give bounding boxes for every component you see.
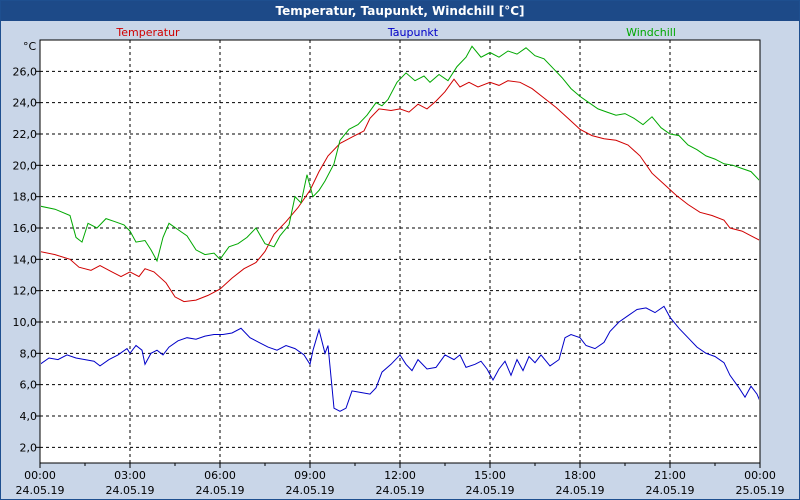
x-tick-time: 03:00 xyxy=(114,469,146,482)
x-tick-time: 06:00 xyxy=(204,469,236,482)
legend-item-taupunkt: Taupunkt xyxy=(387,26,439,39)
x-tick-date: 24.05.19 xyxy=(106,484,155,497)
x-tick-date: 24.05.19 xyxy=(196,484,245,497)
x-tick-time: 00:00 xyxy=(24,469,56,482)
y-tick-label: 22,0 xyxy=(13,128,38,141)
y-tick-label: 6,0 xyxy=(20,379,38,392)
x-tick-date: 24.05.19 xyxy=(556,484,605,497)
x-tick-time: 21:00 xyxy=(654,469,686,482)
x-tick-time: 12:00 xyxy=(384,469,416,482)
y-tick-label: 14,0 xyxy=(13,253,38,266)
x-tick-time: 00:00 xyxy=(744,469,776,482)
x-axis-ticks: 00:00 24.05.19 03:00 24.05.19 06:00 24.05.19 0… xyxy=(16,463,785,497)
grid-lines xyxy=(40,40,760,463)
y-tick-label: 20,0 xyxy=(13,159,38,172)
x-tick-time: 18:00 xyxy=(564,469,596,482)
x-tick-date: 24.05.19 xyxy=(376,484,425,497)
y-axis-ticks: 2,0 4,0 6,0 8,0 10,0 12,0 14,0 16,0 18,0 20,0 22,0… xyxy=(13,65,40,454)
y-tick-label: 24,0 xyxy=(13,97,38,110)
y-tick-label: 18,0 xyxy=(13,191,38,204)
legend-item-windchill: Windchill xyxy=(626,26,676,39)
y-tick-label: 12,0 xyxy=(13,285,38,298)
y-tick-label: 2,0 xyxy=(20,441,38,454)
x-tick-date: 24.05.19 xyxy=(646,484,695,497)
series-line-taupunkt xyxy=(41,305,759,412)
x-tick-date: 24.05.19 xyxy=(466,484,515,497)
y-tick-label: 8,0 xyxy=(20,347,38,360)
x-tick-time: 09:00 xyxy=(294,469,326,482)
series-group xyxy=(41,45,759,412)
x-tick-time: 15:00 xyxy=(474,469,506,482)
x-tick-date: 24.05.19 xyxy=(16,484,65,497)
y-tick-label: 16,0 xyxy=(13,222,38,235)
y-tick-label: 26,0 xyxy=(13,65,38,78)
x-tick-date: 25.05.19 xyxy=(736,484,785,497)
series-line-temperatur xyxy=(41,78,759,303)
y-tick-label: 10,0 xyxy=(13,316,38,329)
y-axis-label: °C xyxy=(23,40,37,53)
series-line-windchill xyxy=(41,45,759,263)
x-tick-date: 24.05.19 xyxy=(286,484,335,497)
legend: Temperatur Taupunkt Windchill xyxy=(115,26,676,39)
legend-item-temperatur: Temperatur xyxy=(115,26,180,39)
chart-title: Temperatur, Taupunkt, Windchill [°C] xyxy=(1,1,799,21)
y-tick-label: 4,0 xyxy=(20,410,38,423)
